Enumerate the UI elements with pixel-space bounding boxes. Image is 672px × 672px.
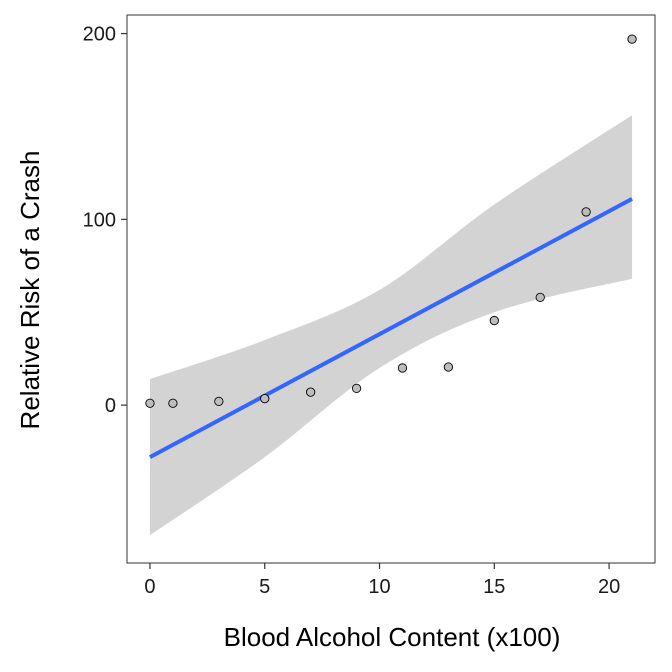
y-tick-label: 0 — [105, 395, 116, 417]
data-point — [260, 393, 270, 404]
plot-panel-border — [126, 14, 656, 564]
data-point — [489, 315, 499, 326]
data-point — [168, 398, 178, 408]
x-tick-label: 20 — [598, 576, 620, 598]
points-layer — [145, 34, 637, 408]
data-point — [214, 396, 224, 407]
x-tick-label: 5 — [259, 576, 270, 598]
data-point — [145, 398, 155, 408]
fit-line-layer — [149, 197, 633, 459]
x-axis-title: Blood Alcohol Content (x100) — [224, 622, 561, 652]
confidence-band — [149, 115, 633, 536]
data-point — [351, 383, 362, 394]
y-tick-label: 100 — [83, 209, 116, 231]
x-tick-label: 15 — [483, 576, 505, 598]
y-tick-label: 200 — [83, 24, 116, 46]
data-point — [581, 207, 591, 217]
data-point — [535, 292, 545, 303]
data-point — [627, 34, 637, 44]
data-point — [443, 362, 454, 372]
confidence-band-layer — [149, 115, 633, 536]
x-tick-label: 0 — [144, 576, 155, 598]
data-point — [397, 363, 408, 373]
fit-line — [149, 197, 633, 459]
y-axis-title: Relative Risk of a Crash — [15, 151, 45, 430]
x-tick-label: 10 — [368, 576, 390, 598]
data-point — [306, 387, 316, 397]
